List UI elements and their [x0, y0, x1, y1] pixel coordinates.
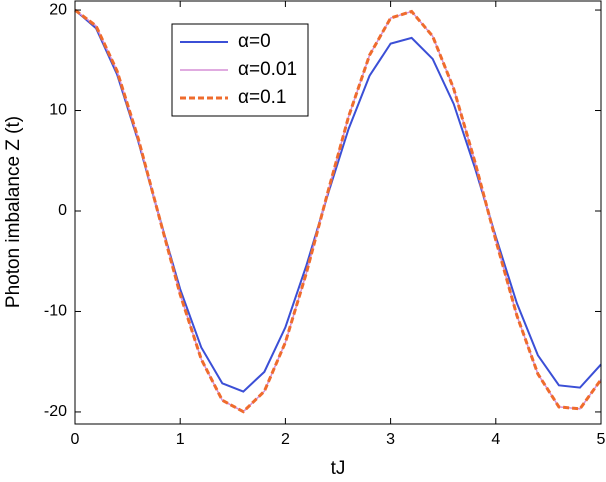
x-tick-label: 3: [386, 431, 395, 448]
data-line: [74, 8, 603, 414]
y-axis-label: Photon imbalance Z (t): [3, 116, 24, 308]
legend-label: α=0: [238, 31, 271, 52]
legend-label: α=0.01: [238, 59, 297, 80]
x-axis-label: tJ: [331, 458, 346, 479]
x-tick-label: 2: [281, 431, 290, 448]
x-tick-label: 5: [597, 431, 606, 448]
y-tick-label: 10: [49, 102, 67, 119]
plot-frame: [74, 0, 602, 425]
y-tick-label: 0: [58, 202, 67, 219]
y-tick-label: 20: [49, 1, 67, 18]
y-tick-label: -10: [44, 303, 67, 320]
x-tick-label: 1: [176, 431, 185, 448]
x-tick-label: 0: [71, 431, 80, 448]
legend-label: α=0.1: [238, 87, 287, 108]
y-tick-label: -20: [44, 403, 67, 420]
data-line: [74, 9, 602, 413]
x-tick-label: 4: [491, 431, 500, 448]
